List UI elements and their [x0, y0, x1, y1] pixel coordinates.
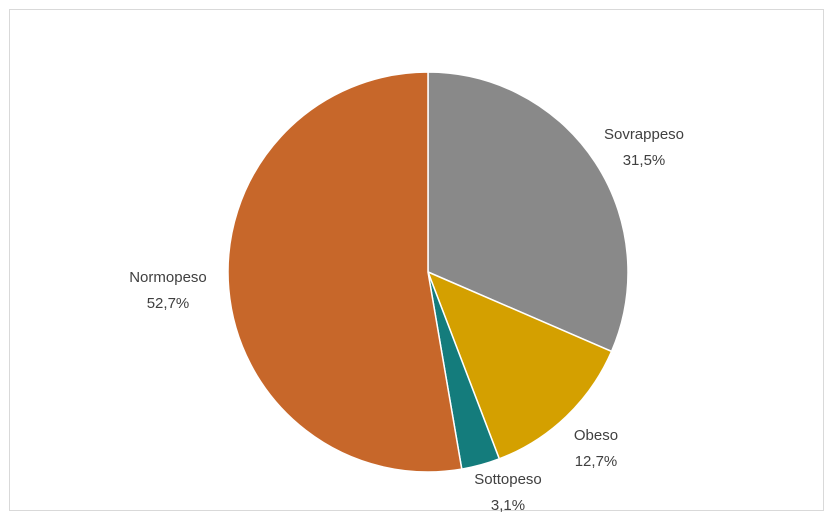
slice-label-name-sovrappeso: Sovrappeso: [604, 126, 684, 143]
pie-slice-sovrappeso: [427, 71, 629, 353]
pie-slice-obeso: [426, 270, 613, 460]
slice-label-value-sottopeso: 3,1%: [491, 497, 525, 514]
slice-label-value-sovrappeso: 31,5%: [623, 152, 666, 169]
slice-label-name-normopeso: Normopeso: [129, 269, 207, 286]
pie-slices: [227, 71, 629, 473]
slice-label-name-sottopeso: Sottopeso: [474, 471, 542, 488]
pie-slice-normopeso: [227, 71, 463, 473]
slice-label-name-obeso: Obeso: [574, 427, 618, 444]
slice-label-value-normopeso: 52,7%: [147, 295, 190, 312]
slice-label-value-obeso: 12,7%: [575, 453, 618, 470]
pie-labels: Sovrappeso 31,5% Obeso 12,7% Sottopeso 3,1% No…: [129, 126, 684, 514]
